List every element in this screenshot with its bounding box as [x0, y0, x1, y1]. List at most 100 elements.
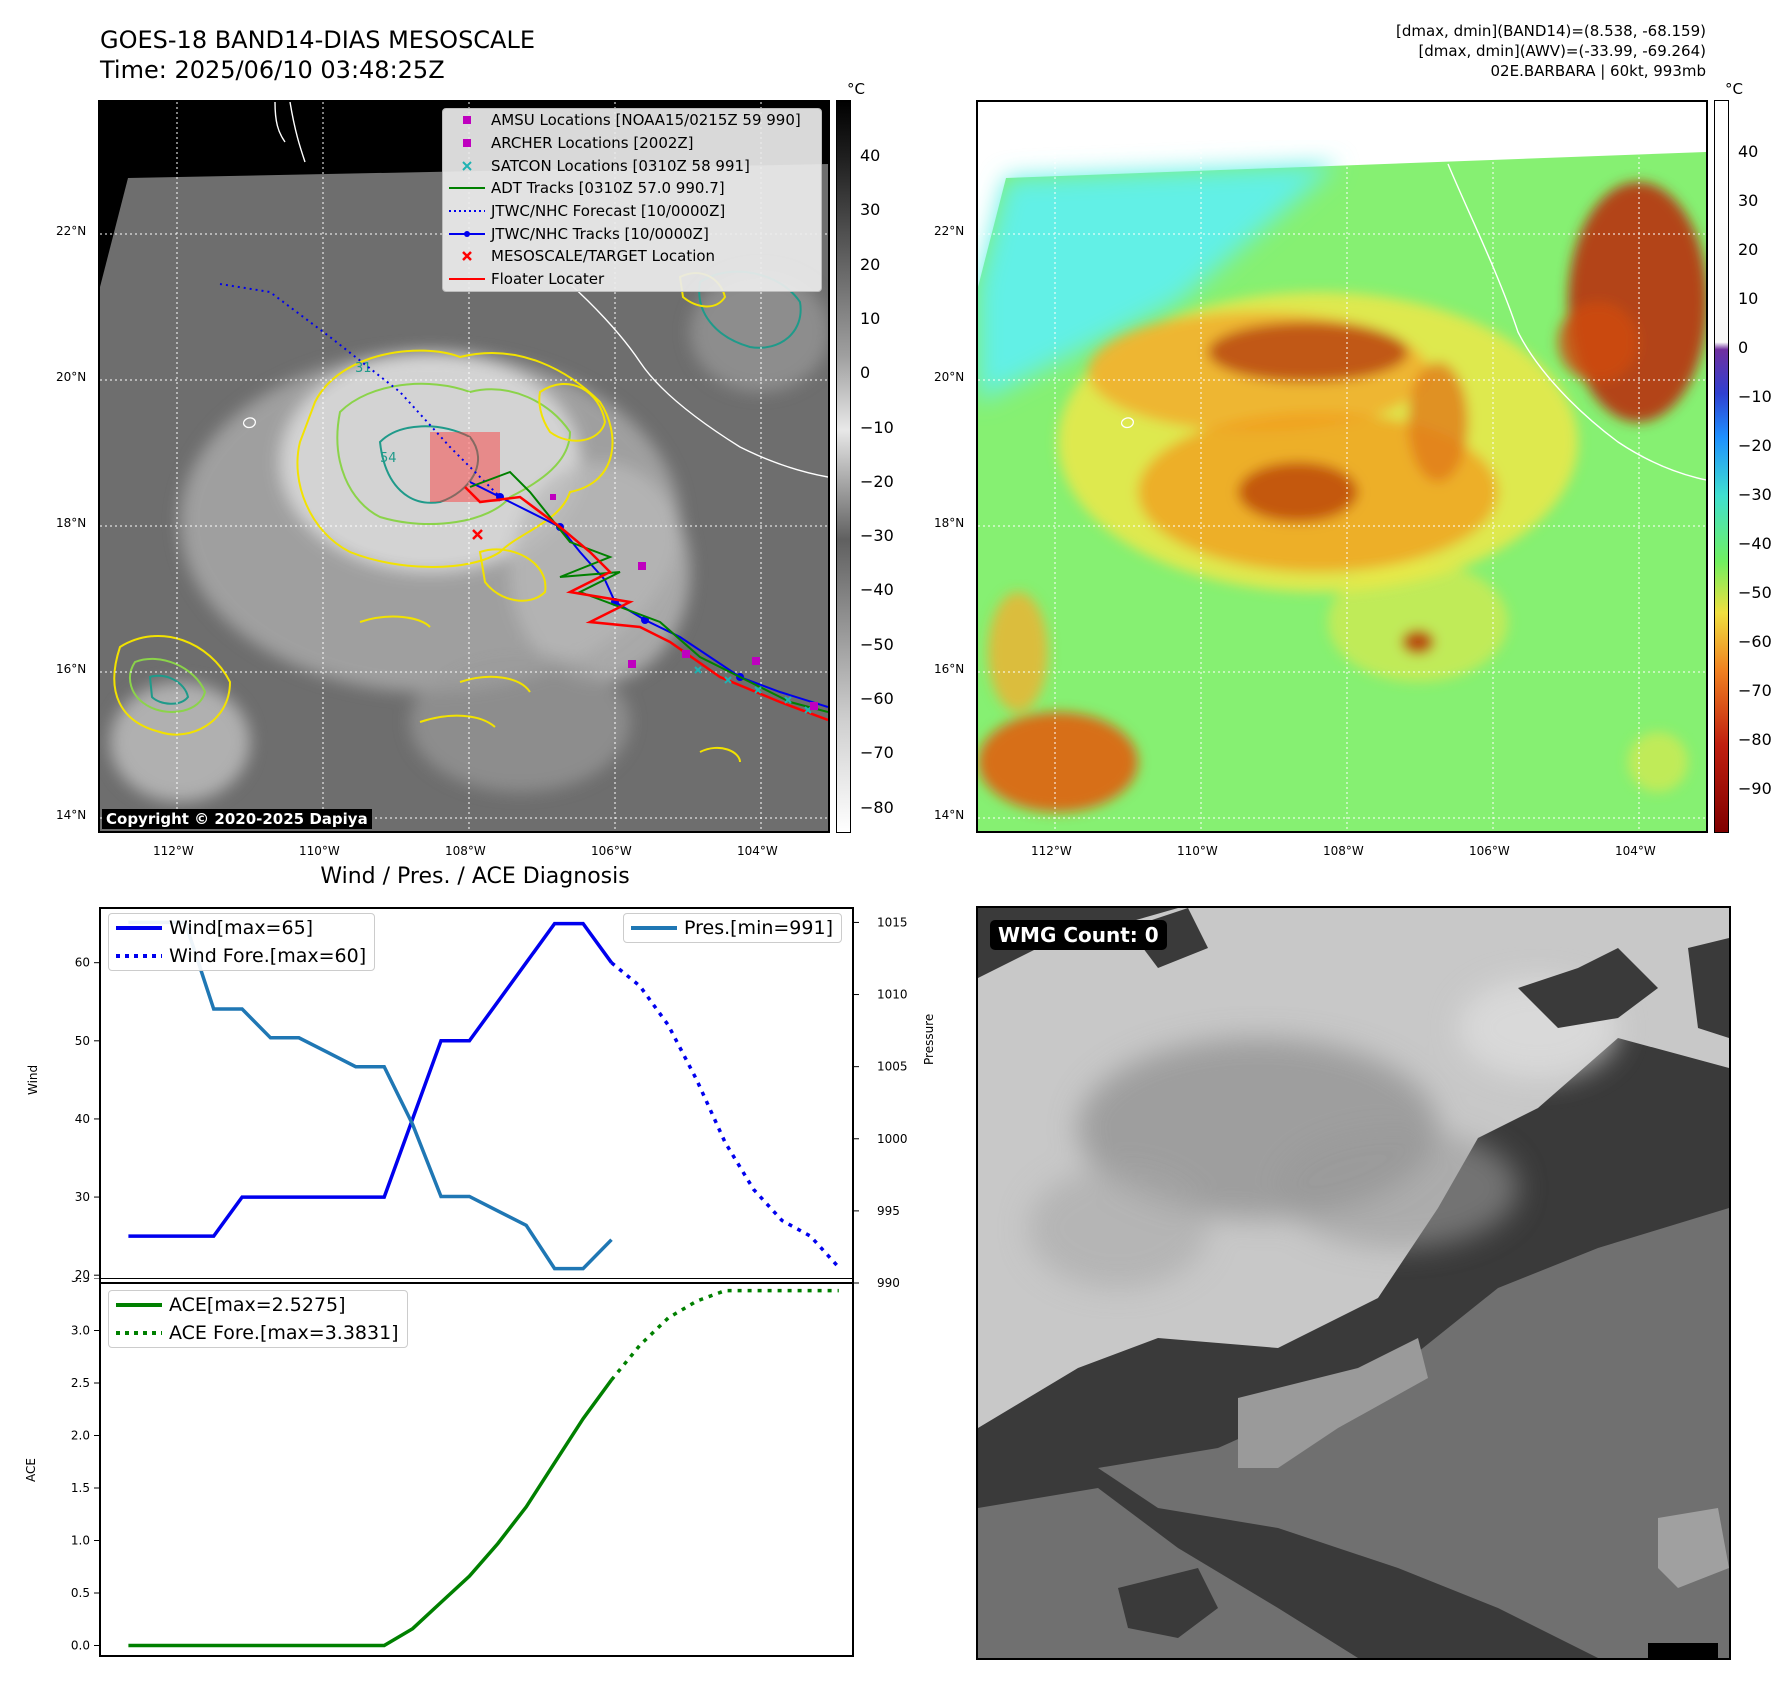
band14-colorbar [836, 100, 851, 833]
y-tick-label: 3.0 [71, 1324, 90, 1338]
latL-tick: 18°N [56, 516, 87, 530]
ace-axis-label: ACE [24, 1458, 38, 1482]
satcon-markers [694, 666, 812, 714]
lonR-tick: 112°W [1031, 844, 1072, 858]
lonL-tick: 112°W [153, 844, 194, 858]
colorbar-tick: 30 [860, 200, 881, 220]
colorbar-tick: −20 [860, 471, 894, 491]
wmg-panel: WMG Count: 0 [976, 906, 1731, 1660]
colorbar-tick: 10 [860, 308, 881, 328]
legend-item-jtwc-track: JTWC/NHC Tracks [10/0000Z] [443, 222, 821, 245]
ace-legend: ACE[max=2.5275] ACE Fore.[max=3.3831] [108, 1290, 408, 1348]
figure-time: Time: 2025/06/10 03:48:25Z [100, 56, 445, 84]
latR-tick: 20°N [934, 370, 965, 384]
lonR-tick: 106°W [1469, 844, 1510, 858]
y2-tick-label: 1015 [877, 915, 908, 929]
series-line [128, 920, 613, 1271]
latR-tick: 22°N [934, 224, 965, 238]
lonL-tick: 108°W [445, 844, 486, 858]
legend-item-floater: Floater Locater [449, 270, 605, 289]
y-tick-label: 1.0 [71, 1534, 90, 1548]
colorbar-tick: −70 [860, 743, 894, 763]
colorbar-tick: −80 [860, 797, 894, 817]
series-line [128, 1378, 613, 1648]
colorbar-tick: 30 [1738, 191, 1759, 210]
latR-tick: 14°N [934, 808, 965, 822]
lonL-tick: 110°W [299, 844, 340, 858]
info-band14: [dmax, dmin](BAND14)=(8.538, -68.159) [1395, 22, 1706, 40]
y2-tick-label: 1005 [877, 1060, 908, 1074]
colorbar-tick: −50 [860, 634, 894, 654]
latL-tick: 16°N [56, 662, 87, 676]
y-tick-label: 2.5 [71, 1376, 90, 1390]
colorbar-unit: °C [847, 80, 865, 98]
colorbar-tick: −90 [1738, 779, 1772, 798]
y-tick-label: 60 [75, 956, 90, 970]
y2-tick-label: 995 [877, 1204, 900, 1218]
copyright-label: Copyright © 2020-2025 Dapiya [102, 809, 372, 829]
colorbar-unit-right: °C [1725, 80, 1743, 98]
latL-tick: 14°N [56, 808, 87, 822]
band14-map: 31 54 [98, 100, 830, 833]
legend-item-target: MESOSCALE/TARGET Location [443, 245, 821, 268]
colorbar-tick: −50 [1738, 583, 1772, 602]
pressure-axis-label: Pressure [922, 1013, 936, 1065]
y-tick-label: 40 [75, 1112, 90, 1126]
latR-tick: 16°N [934, 662, 965, 676]
colorbar-tick: 40 [1738, 142, 1759, 161]
latL-tick: 22°N [56, 224, 87, 238]
colorbar-tick: 20 [1738, 240, 1759, 259]
colorbar-tick: −10 [860, 417, 894, 437]
series-line [128, 921, 613, 1238]
series-line [610, 961, 841, 1269]
colorbar-tick: −20 [1738, 436, 1772, 455]
series-line [610, 1288, 839, 1382]
colorbar-tick: 20 [860, 254, 881, 274]
adt-track [469, 470, 828, 713]
legend-item-amsu: AMSU Locations [NOAA15/0215Z 59 990] [443, 109, 821, 132]
coastline [1447, 163, 1706, 481]
lonR-tick: 108°W [1323, 844, 1364, 858]
moisture-field [978, 182, 1706, 812]
colorbar-tick: −30 [860, 526, 894, 546]
y-tick-label: 50 [75, 1034, 90, 1048]
y2-tick-label: 990 [877, 1276, 900, 1290]
y-tick-label: 1.5 [71, 1481, 90, 1495]
plot-frame [99, 1278, 854, 1657]
colorbar-tick: 40 [860, 146, 881, 165]
legend-ace-forecast: ACE Fore.[max=3.3831] [116, 1322, 399, 1344]
gridlines [978, 102, 1706, 831]
awv-colorbar [1714, 100, 1729, 833]
cloud-shield [110, 272, 828, 802]
wind-legend: Wind[max=65] Wind Fore.[max=60] [108, 913, 376, 971]
jtwc-forecast-track [219, 283, 501, 498]
latR-tick: 18°N [934, 516, 965, 530]
y-tick-label: 2.0 [71, 1429, 90, 1443]
latL-tick: 20°N [56, 370, 87, 384]
plot-frame [99, 907, 854, 1284]
wind-axis-label: Wind [26, 1064, 40, 1095]
info-awv: [dmax, dmin](AWV)=(-33.99, -69.264) [1418, 42, 1706, 60]
lonR-tick: 110°W [1177, 844, 1218, 858]
y-tick-label: 0.5 [71, 1586, 90, 1600]
y-tick-label: 3.5 [71, 1278, 90, 1285]
legend-item-archer: ARCHER Locations [2002Z] [443, 132, 821, 155]
y2-tick-label: 1010 [877, 988, 908, 1002]
colorbar-tick: −60 [860, 689, 894, 708]
colorbar-tick: −70 [1738, 681, 1772, 700]
legend-item-adt: ADT Tracks [0310Z 57.0 990.7] [449, 179, 725, 198]
colorbar-tick: 10 [1738, 289, 1759, 308]
lonL-tick: 106°W [591, 844, 632, 858]
amsu-archer-markers [550, 494, 818, 710]
y2-tick-label: 1000 [877, 1132, 908, 1146]
pressure-legend: Pres.[min=991] [623, 913, 842, 943]
map-legend: AMSU Locations [NOAA15/0215Z 59 990] ARC… [442, 108, 822, 292]
legend-wind: Wind[max=65] [116, 917, 314, 939]
colorbar-tick: −40 [860, 580, 894, 600]
y-tick-label: 0.0 [71, 1639, 90, 1653]
colorbar-tick: 0 [1738, 338, 1749, 357]
legend-ace: ACE[max=2.5275] [116, 1294, 346, 1316]
legend-wind-forecast: Wind Fore.[max=60] [116, 945, 367, 967]
legend-pressure: Pres.[min=991] [631, 917, 833, 939]
awv-map [976, 100, 1708, 833]
